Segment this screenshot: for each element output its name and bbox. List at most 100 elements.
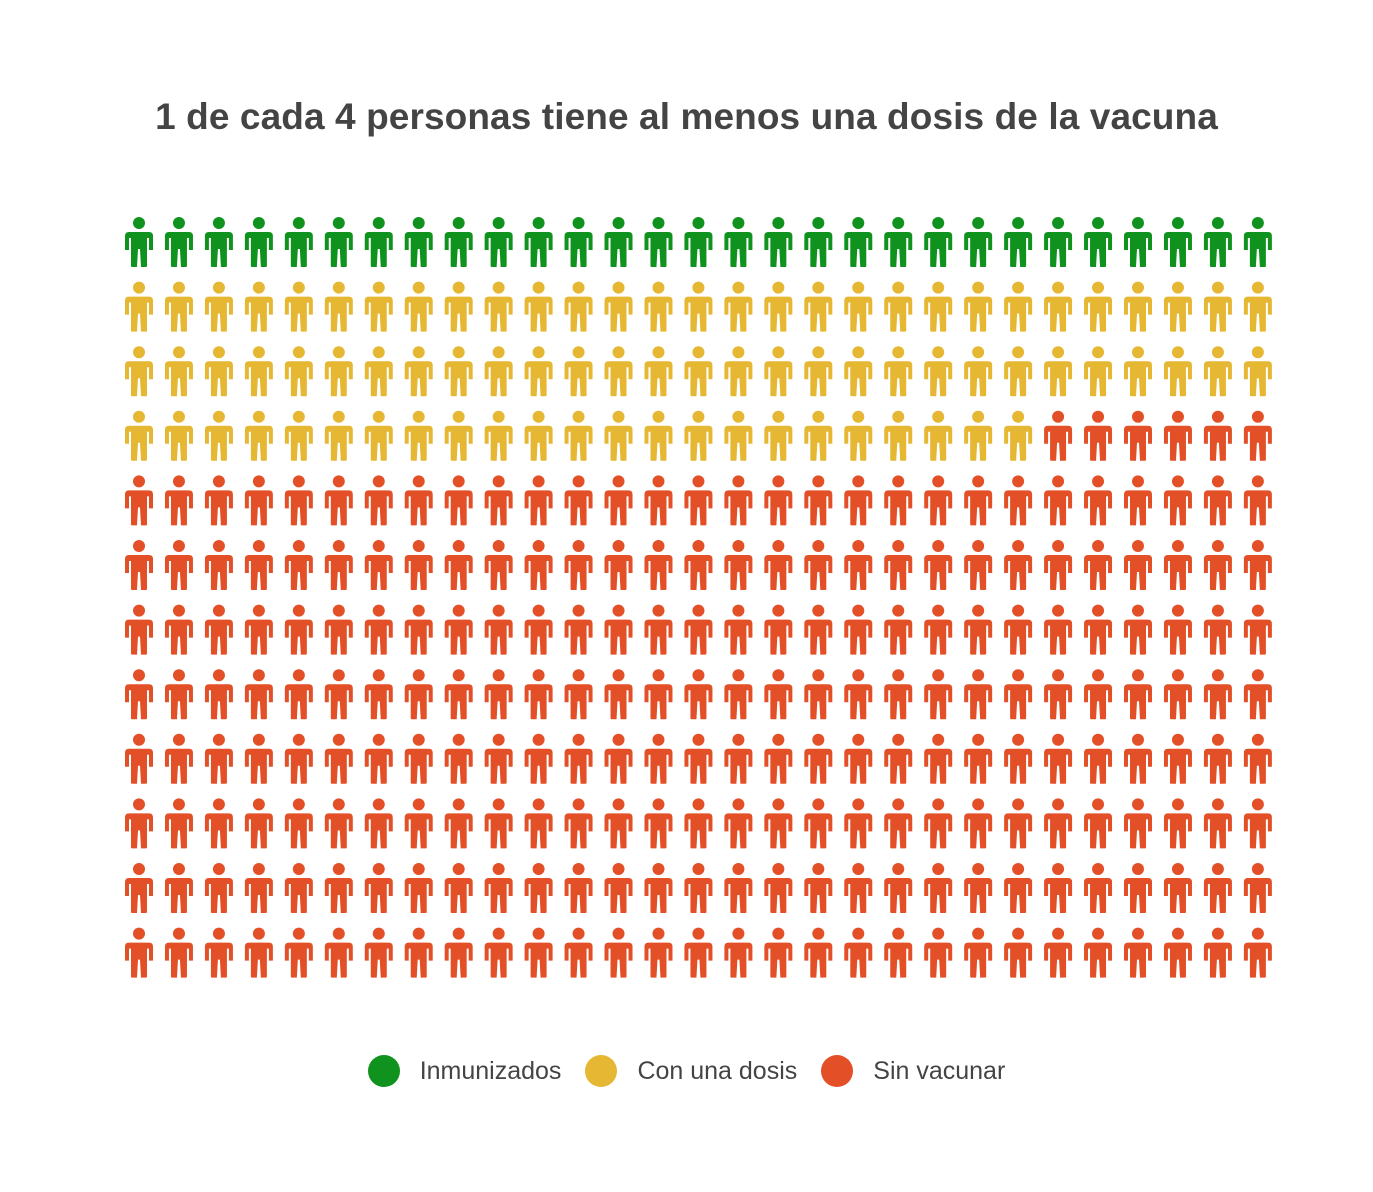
person-icon	[444, 927, 473, 978]
person-icon	[1203, 927, 1232, 978]
person-icon	[724, 604, 753, 655]
person-icon	[125, 798, 153, 849]
person-icon	[484, 540, 513, 590]
person-icon	[1124, 540, 1152, 590]
person-icon	[724, 669, 753, 720]
person-icon	[724, 217, 753, 267]
person-icon	[1243, 217, 1272, 267]
person-icon	[524, 540, 553, 590]
person-icon	[924, 410, 953, 461]
person-icon	[644, 604, 673, 655]
person-icon	[924, 475, 953, 526]
legend-item-con-una-dosis[interactable]: Con una dosis	[585, 1055, 797, 1087]
person-icon	[244, 346, 273, 397]
person-icon	[644, 733, 673, 784]
person-icon	[884, 927, 913, 978]
chart-legend: Inmunizados Con una dosis Sin vacunar	[0, 1055, 1373, 1087]
person-icon	[804, 604, 833, 655]
person-icon	[924, 281, 953, 332]
person-icon	[244, 410, 273, 461]
person-icon	[564, 798, 593, 849]
person-icon	[164, 346, 193, 397]
person-icon	[125, 669, 153, 720]
person-icon	[364, 410, 393, 461]
legend-item-inmunizados[interactable]: Inmunizados	[367, 1055, 562, 1087]
person-icon	[444, 475, 473, 526]
person-icon	[924, 669, 953, 720]
person-icon	[1163, 733, 1192, 784]
person-icon	[364, 346, 393, 397]
person-icon	[1084, 863, 1113, 913]
person-icon	[484, 863, 513, 913]
person-icon	[324, 604, 353, 655]
person-icon	[164, 604, 193, 655]
person-icon	[204, 863, 233, 913]
legend-item-sin-vacunar[interactable]: Sin vacunar	[821, 1055, 1005, 1087]
person-icon	[364, 669, 393, 720]
person-icon	[1124, 927, 1152, 978]
person-icon	[244, 217, 273, 267]
person-icon	[1004, 733, 1033, 784]
person-icon	[204, 604, 233, 655]
person-icon	[484, 217, 513, 267]
person-icon	[764, 475, 793, 526]
person-icon	[884, 281, 913, 332]
person-icon	[164, 927, 193, 978]
person-icon	[724, 927, 753, 978]
person-icon	[284, 604, 313, 655]
person-icon	[404, 281, 433, 332]
person-icon	[1124, 410, 1152, 461]
person-icon	[324, 346, 353, 397]
person-icon	[204, 281, 233, 332]
person-icon	[524, 798, 553, 849]
person-icon	[1044, 604, 1073, 655]
person-icon	[884, 217, 913, 267]
person-icon	[1044, 281, 1073, 332]
person-icon	[444, 669, 473, 720]
person-icon	[1243, 927, 1272, 978]
person-icon	[125, 475, 153, 526]
person-icon	[924, 733, 953, 784]
person-icon	[884, 410, 913, 461]
person-icon	[364, 798, 393, 849]
person-icon	[924, 863, 953, 913]
person-icon	[484, 346, 513, 397]
person-icon	[644, 217, 673, 267]
person-icon	[244, 540, 273, 590]
person-icon	[284, 475, 313, 526]
person-icon	[844, 798, 873, 849]
person-icon	[1124, 604, 1152, 655]
person-icon	[764, 604, 793, 655]
person-icon	[644, 669, 673, 720]
legend-label-inmunizados: Inmunizados	[419, 1056, 562, 1085]
person-icon	[1163, 410, 1192, 461]
person-icon	[1044, 410, 1073, 461]
person-icon	[1084, 410, 1113, 461]
person-icon	[1084, 540, 1113, 590]
person-icon	[884, 475, 913, 526]
person-icon	[804, 475, 833, 526]
person-icon	[164, 217, 193, 267]
person-icon	[924, 217, 953, 267]
person-icon	[844, 217, 873, 267]
person-icon	[364, 863, 393, 913]
person-icon	[244, 281, 273, 332]
person-icon	[844, 927, 873, 978]
person-icon	[604, 475, 633, 526]
person-icon	[444, 540, 473, 590]
person-icon	[1163, 798, 1192, 849]
person-icon	[604, 863, 633, 913]
person-icon	[204, 669, 233, 720]
person-icon	[964, 798, 993, 849]
person-icon	[804, 217, 833, 267]
person-icon	[844, 863, 873, 913]
person-icon	[404, 604, 433, 655]
legend-swatch-inmunizados	[367, 1055, 400, 1087]
person-icon	[524, 863, 553, 913]
person-icon	[604, 798, 633, 849]
person-icon	[804, 669, 833, 720]
person-icon	[1084, 733, 1113, 784]
person-icon	[324, 410, 353, 461]
person-icon	[684, 410, 713, 461]
person-icon	[1243, 346, 1272, 397]
